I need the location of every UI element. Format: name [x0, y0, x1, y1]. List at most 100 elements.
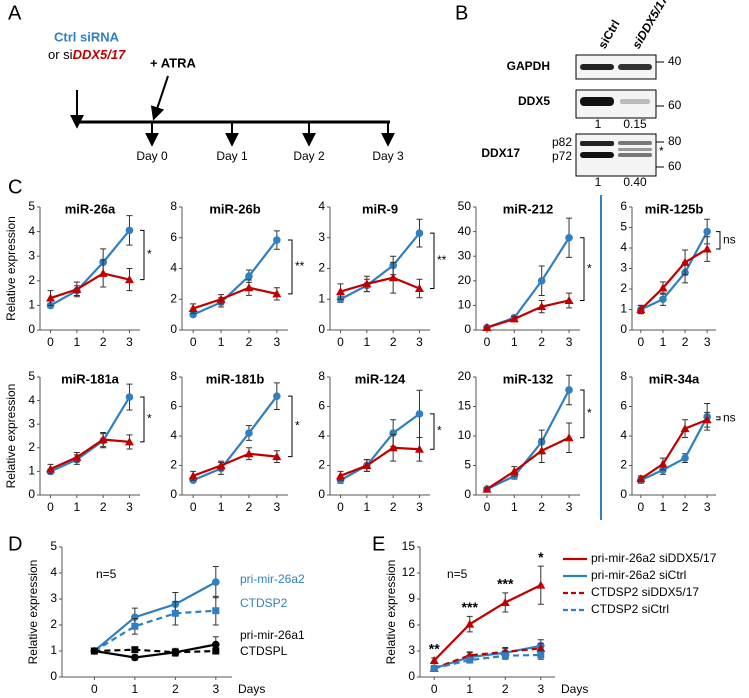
series	[429, 565, 546, 665]
y-tick-label: 30	[458, 248, 472, 262]
point	[216, 461, 226, 469]
band-note: *	[659, 144, 664, 158]
size-marker: 60	[668, 159, 682, 173]
x-tick-label: 1	[73, 500, 80, 514]
point	[482, 323, 492, 332]
y-tick-label: 0	[170, 322, 177, 336]
point	[415, 229, 424, 237]
y-tick-label: 2	[620, 281, 627, 295]
series-line	[50, 396, 131, 473]
x-tick-label: 1	[660, 500, 667, 514]
point	[703, 227, 711, 236]
chart-title: miR-132	[503, 371, 554, 386]
point	[636, 474, 646, 483]
series	[430, 650, 545, 672]
x-tick-label: 3	[566, 500, 573, 514]
y-tick-label: 15	[402, 539, 416, 553]
x-tick-label: 1	[511, 335, 518, 349]
y-tick-label: 5	[28, 369, 35, 383]
band	[618, 64, 652, 70]
panel-label: C	[8, 176, 22, 198]
y-tick-label: 10	[458, 298, 472, 312]
point	[702, 244, 712, 253]
point	[565, 386, 573, 394]
point	[537, 651, 545, 659]
point	[681, 454, 689, 462]
series-line	[93, 581, 217, 652]
y-tick-label: 1	[50, 643, 57, 657]
significance: ns	[723, 410, 736, 424]
point	[90, 647, 98, 655]
point-label: *	[538, 549, 544, 565]
row-label: DDX5	[518, 94, 550, 108]
point	[212, 647, 220, 655]
y-tick-label: 3	[28, 248, 35, 262]
point	[188, 471, 198, 480]
size-marker: 80	[668, 134, 682, 148]
chart-title: miR-212	[503, 201, 554, 216]
quant: 0.40	[623, 175, 647, 189]
x-tick-label: 1	[511, 500, 518, 514]
significance-bracket	[580, 237, 585, 301]
point	[273, 392, 281, 400]
chart-title: miR-181a	[61, 371, 120, 386]
y-tick-label: 2	[620, 458, 627, 472]
y-tick-label: 2	[28, 273, 35, 287]
significance: *	[437, 424, 442, 438]
x-tick-label: 2	[246, 500, 253, 514]
annotation: n=5	[447, 567, 468, 581]
series-line	[94, 648, 216, 654]
series	[46, 383, 134, 476]
series-line	[192, 286, 278, 310]
series	[636, 236, 712, 315]
treatment-alt-gene: DDX5/17	[73, 47, 127, 62]
y-tick-label: 50	[458, 199, 472, 213]
size-marker: 60	[668, 98, 682, 112]
x-tick-label: 2	[502, 682, 509, 696]
series	[188, 279, 282, 314]
y-tick-label: 4	[620, 240, 627, 254]
day-label: Day 3	[372, 149, 404, 163]
y-tick-label: 1	[28, 298, 35, 312]
chart-title: miR-181b	[206, 371, 265, 386]
series-line	[339, 412, 421, 482]
series-line	[486, 389, 571, 491]
significance-bracket	[716, 231, 721, 250]
x-tick-label: 0	[337, 335, 344, 349]
point	[131, 646, 139, 654]
band	[618, 141, 652, 145]
western-blot: siCtrl siDDX5/17 GAPDH 40 DDX5 60 1 0.15…	[481, 0, 681, 189]
series-line	[640, 418, 708, 480]
y-tick-label: 8	[318, 369, 325, 383]
band	[580, 64, 614, 70]
significance: *	[587, 261, 592, 275]
x-tick-label: 1	[363, 500, 370, 514]
point	[336, 471, 346, 480]
x-tick-label: 3	[126, 335, 133, 349]
significance: *	[295, 419, 300, 433]
point	[388, 443, 398, 452]
series	[482, 292, 574, 332]
series-line	[340, 232, 421, 301]
series	[336, 261, 424, 300]
point	[537, 302, 547, 311]
y-tick-label: 8	[170, 199, 177, 213]
y-tick-label: 6	[620, 199, 627, 213]
point	[362, 279, 372, 288]
point	[212, 607, 220, 615]
band	[618, 153, 652, 157]
x-tick-label: 0	[47, 500, 54, 514]
band-label: p82	[552, 135, 572, 149]
treatment-alt: or siDDX5/17	[48, 47, 126, 62]
series	[189, 382, 281, 485]
panel-label: D	[8, 533, 22, 555]
significance-bracket	[430, 232, 435, 289]
point	[537, 277, 546, 285]
series-line	[340, 446, 420, 477]
point	[564, 295, 574, 304]
timeline: Ctrl siRNA or siDDX5/17 + ATRA Day 0 Day…	[48, 29, 404, 163]
significance-bracket	[430, 413, 435, 450]
significance-bracket	[140, 396, 145, 443]
significance-bracket	[580, 389, 585, 439]
y-tick-label: 3	[50, 591, 57, 605]
